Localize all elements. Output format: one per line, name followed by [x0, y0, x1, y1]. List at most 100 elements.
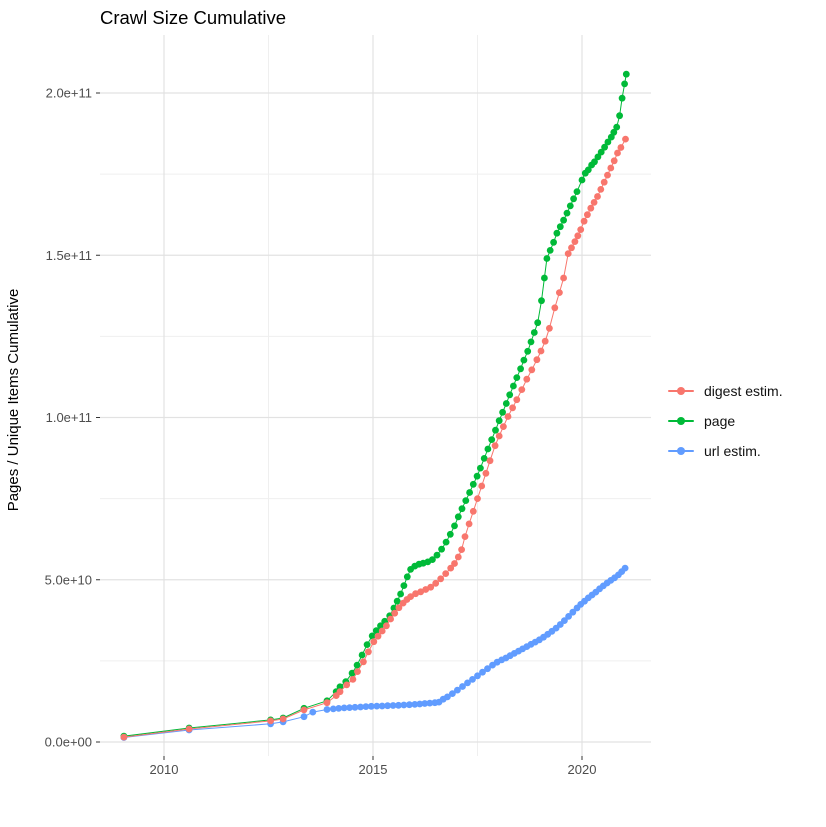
data-point [484, 665, 491, 673]
data-point [391, 609, 399, 617]
data-point [432, 579, 440, 587]
data-point [458, 546, 465, 553]
data-point [477, 464, 484, 472]
data-point [580, 217, 588, 225]
data-point [482, 469, 490, 477]
data-point [587, 204, 595, 212]
x-tick-label: 2015 [359, 762, 388, 777]
data-point [454, 553, 462, 561]
data-point [279, 715, 287, 723]
data-point [568, 244, 575, 252]
data-point [500, 423, 507, 430]
data-point [309, 708, 317, 716]
data-point [594, 193, 601, 200]
data-point [473, 472, 481, 480]
data-point [594, 153, 602, 161]
data-point [513, 396, 521, 404]
data-point [185, 725, 193, 733]
series-url-estim- [120, 564, 629, 741]
series-line [123, 567, 626, 738]
data-point [357, 703, 364, 711]
data-point [571, 238, 579, 246]
data-point [577, 226, 585, 234]
data-point [533, 356, 541, 364]
data-point [365, 648, 372, 656]
data-point [520, 356, 528, 364]
data-point [395, 604, 403, 612]
data-point [622, 135, 629, 143]
data-point [527, 338, 535, 346]
data-point [426, 699, 434, 707]
data-point [407, 593, 414, 600]
data-point [351, 703, 359, 711]
data-point [509, 404, 516, 412]
data-point [336, 683, 344, 691]
data-point [502, 400, 510, 407]
data-point [372, 627, 380, 635]
data-point [524, 347, 532, 355]
data-point [387, 615, 394, 623]
y-tick-label: 0.0e+00 [45, 735, 92, 750]
data-point [300, 706, 308, 714]
data-point [499, 408, 506, 416]
data-point [348, 669, 356, 677]
data-point [360, 658, 367, 666]
data-point [484, 445, 492, 453]
data-point [437, 575, 445, 583]
data-point [618, 94, 626, 102]
data-point [389, 702, 397, 709]
data-point [543, 255, 551, 262]
data-point [597, 186, 605, 193]
data-point [614, 149, 621, 157]
y-tick-label: 1.5e+11 [46, 248, 92, 263]
data-point [374, 632, 382, 640]
legend: digest estim. page url estim. [668, 376, 826, 466]
data-point [570, 195, 577, 203]
data-series [120, 70, 630, 741]
data-point [461, 533, 469, 540]
data-point [613, 123, 621, 131]
data-point [358, 651, 366, 659]
data-point [541, 274, 548, 282]
data-point [469, 507, 477, 515]
data-point [421, 700, 429, 707]
data-point [551, 304, 559, 312]
y-tick-label: 2.0e+11 [46, 86, 92, 101]
data-point [346, 704, 353, 711]
series-page [120, 70, 630, 740]
data-point [454, 686, 461, 694]
legend-label: page [704, 413, 736, 429]
data-point [556, 223, 564, 231]
data-point [621, 80, 628, 88]
data-point [393, 597, 401, 605]
data-point [610, 128, 618, 136]
data-point [541, 337, 549, 345]
data-point [362, 703, 370, 710]
data-point [469, 480, 477, 488]
x-tick-label: 2010 [150, 762, 179, 777]
data-point [267, 717, 274, 725]
data-point [363, 641, 371, 648]
data-point [368, 632, 376, 640]
data-point [560, 216, 567, 224]
data-point [412, 590, 419, 598]
series-line [123, 138, 626, 738]
legend-item-page: page [668, 406, 826, 436]
grid-major-lines [100, 35, 651, 756]
data-point [446, 530, 454, 538]
data-point [530, 329, 538, 336]
series-digest-estim- [120, 135, 629, 741]
data-point [553, 229, 561, 237]
data-point [479, 668, 486, 676]
data-point [495, 432, 503, 440]
data-point [621, 564, 629, 572]
legend-label: digest estim. [704, 383, 783, 399]
data-point [488, 436, 496, 443]
data-point [340, 704, 348, 712]
data-point [400, 701, 408, 709]
data-point [537, 347, 545, 355]
legend-label: url estim. [704, 443, 761, 459]
data-point [383, 622, 390, 630]
